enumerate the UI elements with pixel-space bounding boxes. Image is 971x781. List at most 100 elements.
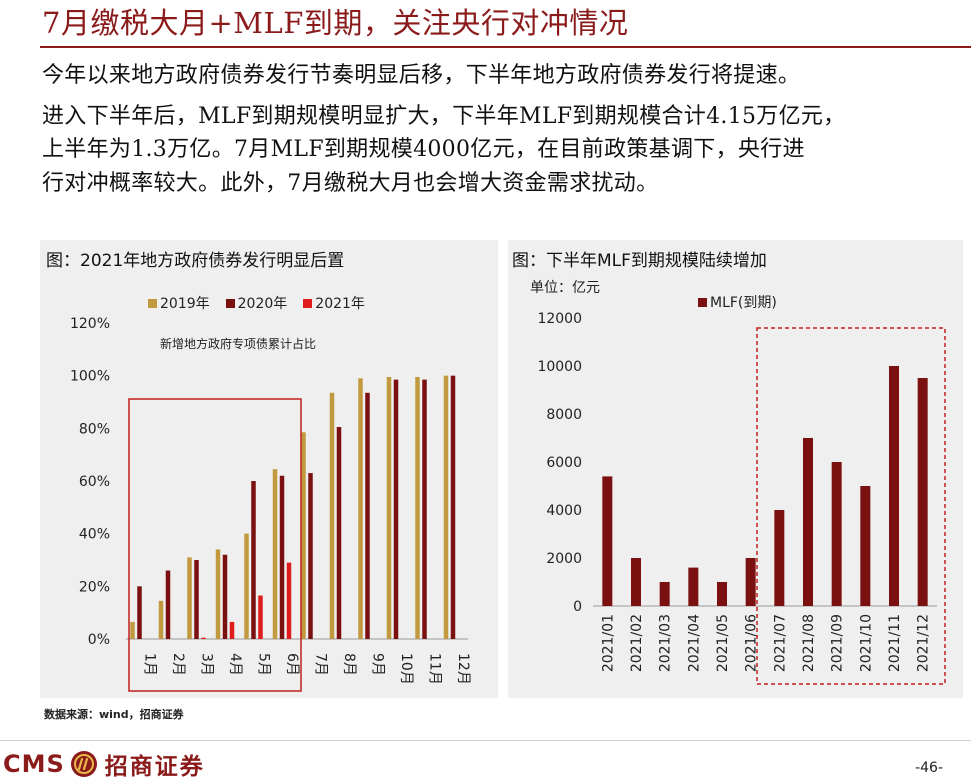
y-tick-label: 2000 (546, 551, 582, 567)
legend-item-2019: 2019年 (148, 293, 210, 313)
left-chart-panel (40, 240, 498, 698)
bar-2020年-5月 (251, 481, 256, 639)
bar-mlf-2021/10 (860, 486, 871, 606)
x-tick-label: 2021/12 (916, 614, 932, 672)
bar-2020年-7月 (308, 473, 313, 639)
x-tick-label: 2021/10 (858, 614, 874, 672)
right-chart-legend: MLF(到期) (698, 292, 793, 312)
x-tick-label: 12月 (455, 653, 471, 685)
x-tick-label: 4月 (227, 653, 243, 676)
legend-item-mlf: MLF(到期) (698, 292, 777, 312)
bar-2019年-6月 (272, 469, 278, 639)
x-tick-label: 11月 (426, 653, 442, 685)
logo-cn-text: 招商证券 (104, 753, 205, 780)
x-tick-label: 7月 (312, 653, 328, 676)
bar-2020年-9月 (365, 392, 370, 639)
bar-2021年-3月 (201, 637, 206, 639)
bar-2020年-8月 (336, 427, 342, 639)
legend-item-2021: 2021年 (303, 293, 365, 313)
bar-2019年-4月 (215, 549, 221, 639)
bar-mlf-2021/08 (803, 438, 813, 606)
right-chart-title: 图：下半年MLF到期规模陆续增加 (512, 251, 767, 271)
x-tick-label: 2021/04 (686, 614, 702, 672)
x-tick-label: 2021/06 (744, 614, 760, 672)
x-tick-label: 2021/05 (715, 614, 731, 672)
bar-2019年-5月 (244, 533, 249, 639)
y-tick-label: 10000 (537, 359, 582, 375)
legend-swatch-2020 (225, 298, 235, 308)
bar-2021年-4月 (229, 621, 235, 639)
highlight-box-second-half (756, 327, 946, 685)
bar-mlf-2021/03 (659, 582, 670, 606)
left-chart-title: 图：2021年地方政府债券发行明显后置 (46, 251, 345, 271)
bar-2019年-12月 (443, 375, 449, 639)
y-tick-label: 120% (70, 316, 110, 332)
bar-2020年-10月 (393, 379, 399, 639)
legend-label-2021: 2021年 (315, 296, 365, 312)
x-tick-label: 5月 (255, 653, 271, 676)
y-tick-label: 8000 (546, 407, 582, 423)
x-tick-label: 2021/11 (887, 614, 903, 672)
left-chart-plot: 0% 20% 40% 60% 80% 100% 120% 1月 2月 3月 4月 5月 6月 7月 8月 9月… (70, 316, 471, 692)
bar-2020年-1月 (137, 586, 142, 639)
x-tick-label: 3月 (198, 653, 214, 676)
y-tick-label: 6000 (546, 455, 582, 471)
bar-2019年-7月 (301, 432, 306, 639)
x-tick-label: 6月 (284, 653, 300, 676)
left-chart-annotation: 新增地方政府专项债累计占比 (160, 337, 317, 351)
x-tick-label: 2021/09 (830, 614, 846, 672)
company-logo: CMS 招商证券 (3, 747, 205, 781)
x-tick-label: 10月 (398, 653, 414, 685)
bar-2020年-4月 (222, 554, 228, 639)
x-tick-label: 2021/08 (801, 614, 817, 672)
bar-2019年-8月 (329, 392, 335, 639)
bar-2021年-6月 (286, 562, 292, 639)
bar-mlf-2021/12 (917, 378, 928, 606)
x-tick-label: 2021/02 (629, 614, 645, 672)
bar-2020年-3月 (194, 560, 199, 639)
x-tick-label: 2021/01 (600, 614, 616, 672)
right-chart-panel (508, 240, 963, 698)
x-tick-label: 2021/07 (772, 614, 788, 672)
y-tick-label: 12000 (537, 311, 582, 327)
bar-mlf-2021/05 (717, 582, 727, 606)
bar-mlf-2021/09 (831, 462, 842, 606)
bar-mlf-2021/01 (602, 476, 613, 606)
x-tick-label: 1月 (141, 653, 157, 676)
x-tick-label: 8月 (341, 653, 357, 676)
bar-2019年-3月 (187, 557, 192, 639)
bar-2019年-11月 (415, 376, 420, 639)
bar-mlf-2021/06 (745, 558, 756, 606)
y-tick-label: 100% (70, 369, 110, 385)
y-tick-label: 40% (79, 527, 110, 543)
data-source: 数据来源：wind，招商证券 (44, 708, 184, 721)
bar-2020年-6月 (279, 475, 285, 639)
left-chart-legend: 2019年 2020年 2021年 (148, 293, 381, 313)
x-tick-label: 9月 (369, 653, 385, 676)
bar-2019年-9月 (358, 378, 363, 639)
page-title: 7月缴税大月+MLF到期，关注央行对冲情况 (42, 6, 629, 40)
y-tick-label: 0 (573, 599, 582, 615)
y-tick-label: 0% (88, 632, 110, 648)
x-tick-label: 2021/03 (658, 614, 674, 672)
bar-mlf-2021/07 (774, 510, 785, 606)
bar-2020年-11月 (422, 379, 427, 639)
x-tick-label: 2月 (170, 653, 186, 676)
bar-2019年-10月 (386, 376, 392, 639)
title-divider (40, 46, 971, 48)
legend-label-mlf: MLF(到期) (710, 295, 777, 311)
legend-swatch-mlf (698, 297, 707, 307)
bar-2019年-1月 (130, 621, 135, 639)
page-number: -46- (915, 760, 943, 776)
body-line-3: 上半年为1.3万亿。7月MLF到期规模4000亿元，在目前政策基调下，央行进 (42, 137, 805, 162)
right-chart-unit: 单位：亿元 (530, 280, 600, 296)
legend-swatch-2021 (303, 298, 313, 308)
bar-mlf-2021/04 (688, 567, 699, 606)
legend-item-2020: 2020年 (225, 293, 288, 313)
right-chart-plot: 0 2000 4000 6000 8000 10000 12000 2021/01 2021/0… (537, 311, 946, 685)
y-tick-label: 80% (79, 421, 110, 437)
bar-mlf-2021/11 (889, 366, 899, 606)
logo-text: CMS (3, 750, 65, 778)
body-line-1: 今年以来地方政府债券发行节奏明显后移，下半年地方政府债券发行将提速。 (42, 63, 801, 88)
legend-label-2020: 2020年 (237, 296, 288, 312)
